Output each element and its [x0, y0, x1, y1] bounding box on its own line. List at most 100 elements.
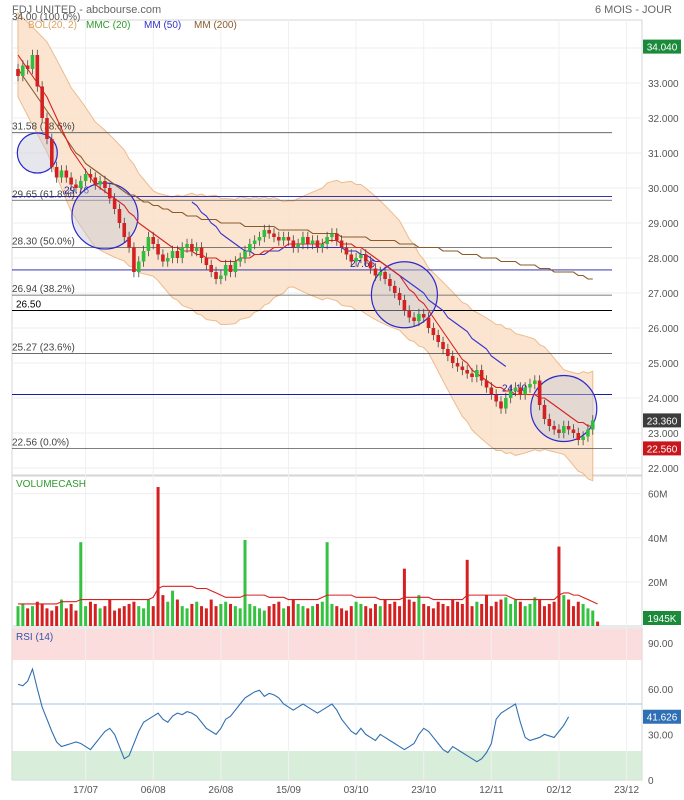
volume-bar	[30, 606, 34, 626]
candle-body	[122, 223, 127, 237]
candle-body	[523, 387, 527, 395]
rsi-badge	[643, 709, 681, 724]
volume-tick-label: 60M	[648, 490, 667, 501]
candle-body	[30, 55, 35, 69]
volume-bar	[117, 608, 121, 626]
volume-bar	[557, 546, 561, 626]
rsi-tick-label: 60.00	[648, 685, 673, 696]
volume-bar	[200, 606, 204, 626]
candle-body	[40, 86, 44, 118]
volume-bar	[460, 603, 464, 626]
date-tick-label: 17/07	[73, 785, 98, 796]
candle-body	[465, 370, 469, 374]
volume-bar	[427, 606, 431, 626]
volume-bar	[55, 606, 59, 626]
support-label: 26.50	[16, 300, 41, 311]
volume-bar	[204, 608, 208, 626]
volume-bar	[209, 599, 213, 626]
candle-body	[16, 69, 20, 76]
candle-body	[315, 240, 320, 248]
rsi-tick-label: 30.00	[648, 730, 673, 741]
candle-body	[248, 244, 252, 251]
candle-body	[78, 181, 83, 188]
volume-bar	[518, 601, 522, 626]
volume-bar	[26, 608, 30, 626]
candle-body	[359, 254, 363, 258]
candle-body	[504, 398, 508, 409]
volume-bar	[142, 608, 146, 626]
candle-body	[199, 247, 204, 258]
volume-bar	[542, 606, 546, 626]
volume-bar	[156, 487, 160, 626]
volume-bar	[552, 601, 556, 626]
volume-bar	[161, 595, 165, 626]
candle-body	[59, 170, 64, 178]
volume-bar	[291, 599, 295, 626]
volume-bar	[113, 610, 117, 626]
candle-body	[194, 247, 199, 251]
candle-body	[69, 177, 73, 185]
volume-bar	[253, 606, 257, 626]
candle-body	[146, 237, 151, 251]
support-label: 27.66	[350, 259, 375, 270]
candle-body	[397, 293, 402, 300]
volume-bar	[306, 608, 310, 626]
volume-bar	[69, 603, 73, 626]
volume-bar	[571, 606, 575, 626]
volume-bar	[248, 603, 252, 626]
volume-bar	[504, 597, 508, 626]
volume-bar	[388, 603, 392, 626]
candle-body	[426, 317, 431, 328]
candle-body	[272, 233, 276, 237]
price-tick-label: 25.000	[648, 359, 679, 370]
date-tick-label: 12/11	[479, 785, 504, 796]
price-tick-label: 31.000	[648, 149, 679, 160]
volume-bar	[214, 606, 218, 626]
candle-body	[320, 244, 325, 248]
volume-bar	[489, 606, 493, 626]
candle-body	[494, 394, 498, 402]
volume-tick-label: 20M	[648, 578, 667, 589]
volume-bar	[45, 608, 49, 626]
price-badge	[643, 441, 681, 456]
volume-bar	[93, 603, 97, 626]
candle-body	[209, 265, 213, 272]
volume-bar	[349, 606, 353, 626]
candle-body	[214, 272, 218, 279]
fib-label: 28.30 (50.0%)	[12, 237, 75, 248]
volume-bar	[586, 608, 590, 626]
candle-body	[136, 261, 141, 272]
volume-bar	[315, 603, 319, 626]
candle-body	[112, 198, 117, 209]
volume-bar	[344, 610, 348, 626]
volume-bar	[485, 595, 489, 626]
fib-label: 22.56 (0.0%)	[12, 437, 69, 448]
date-tick-label: 23/10	[411, 785, 436, 796]
legend-mm200: MM (200)	[194, 20, 237, 31]
volume-bar	[523, 606, 527, 626]
volume-badge-label: 1945K	[648, 614, 677, 625]
volume-bar	[441, 603, 445, 626]
date-tick-label: 26/08	[208, 785, 233, 796]
candle-body	[392, 286, 397, 293]
rsi-badge-label: 41.626	[647, 713, 678, 724]
candle-body	[262, 230, 267, 237]
candle-body	[590, 420, 595, 430]
candle-body	[257, 237, 262, 241]
candle-body	[180, 247, 185, 258]
candle-body	[54, 167, 59, 178]
rsi-overbought-zone	[12, 629, 642, 660]
highlight-circle	[530, 374, 598, 443]
volume-bar	[340, 608, 344, 626]
price-tick-label: 22.000	[648, 464, 679, 475]
price-tick-label: 23.000	[648, 429, 679, 440]
candle-body	[165, 258, 170, 262]
volume-bar	[127, 603, 131, 626]
candle-body	[103, 181, 107, 188]
volume-bar	[383, 599, 387, 626]
volume-bar	[185, 608, 189, 626]
volume-badge	[643, 611, 681, 625]
candle-body	[161, 254, 165, 262]
candle-body	[470, 373, 474, 377]
price-tick-label: 27.000	[648, 289, 679, 300]
